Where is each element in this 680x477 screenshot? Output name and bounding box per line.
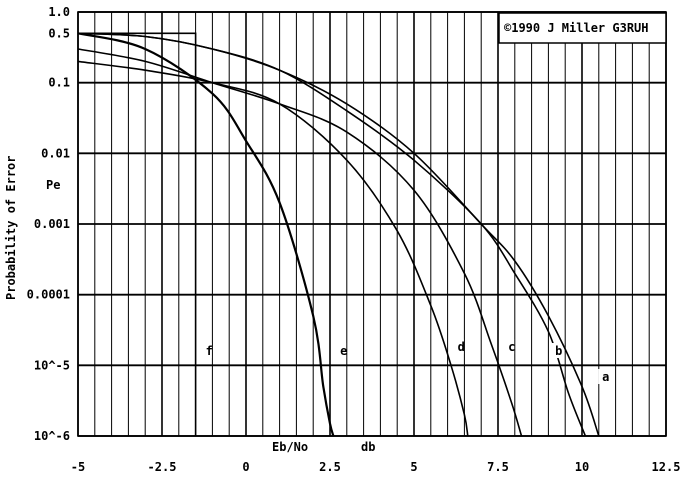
copyright-box [498, 12, 667, 44]
x-tick-label: 7.5 [487, 460, 509, 474]
x-tick-label: 2.5 [319, 460, 341, 474]
curve-f [78, 32, 197, 436]
curve-label-bg [201, 343, 212, 359]
curve-label-bg [453, 338, 464, 354]
curve-c [77, 48, 523, 437]
curve-label-bg [504, 338, 515, 354]
y-tick-label: 0.5 [48, 26, 70, 40]
y-tick-label: 0.0001 [27, 288, 70, 302]
plot-frame [77, 11, 667, 437]
y-axis-label: Probability of Error [4, 156, 18, 301]
x-axis-label: Eb/No [272, 440, 308, 454]
x-tick-label: 12.5 [652, 460, 680, 474]
curve-label-c: c [508, 340, 515, 354]
curve-b [77, 32, 587, 437]
y-tick-label: 10^-5 [34, 358, 70, 372]
curve-label-bg [551, 343, 562, 359]
chart-labels: a b c d e f [201, 338, 609, 385]
curve-a [77, 32, 600, 437]
curve-label-f: f [206, 344, 213, 358]
y-tick-label: 10^-6 [34, 429, 70, 443]
curve-label-bg [336, 343, 347, 359]
y-axis-short-label: Pe [46, 178, 60, 192]
x-tick-label: -5 [71, 460, 85, 474]
chart-grid: 1.0 0.5 0.1 0.01 0.001 0.0001 10^-5 10^-6 -5 -2.5… [27, 5, 680, 474]
curve-label-a: a [602, 370, 609, 384]
x-axis-unit: db [361, 440, 375, 454]
curve-label-d: d [458, 340, 465, 354]
x-tick-label: 0 [242, 460, 249, 474]
curve-label-b: b [555, 344, 562, 358]
curve-label-e: e [340, 344, 347, 358]
y-tick-label: 0.1 [48, 76, 70, 90]
chart-curves [77, 32, 600, 437]
y-tick-label: 1.0 [48, 5, 70, 19]
x-tick-label: -2.5 [148, 460, 177, 474]
x-tick-label: 5 [410, 460, 417, 474]
curve-label-bg [598, 369, 609, 385]
curve-e [77, 32, 335, 437]
y-tick-label: 0.01 [41, 146, 70, 160]
copyright-text: ©1990 J Miller G3RUH [504, 21, 649, 35]
x-tick-label: 10 [575, 460, 589, 474]
curve-d [77, 60, 469, 437]
y-tick-label: 0.001 [34, 217, 70, 231]
